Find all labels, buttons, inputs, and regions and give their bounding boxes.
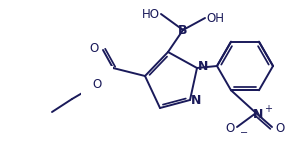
Text: O: O (92, 77, 102, 90)
Text: O: O (275, 121, 284, 135)
Text: N: N (191, 94, 201, 107)
Text: HO: HO (142, 7, 160, 21)
Text: +: + (264, 104, 272, 114)
Text: N: N (253, 107, 263, 121)
Text: N: N (198, 61, 208, 73)
Text: O: O (226, 122, 235, 135)
Text: OH: OH (206, 11, 224, 24)
Text: B: B (178, 24, 188, 38)
Text: O: O (90, 42, 99, 55)
Text: −: − (240, 128, 248, 138)
